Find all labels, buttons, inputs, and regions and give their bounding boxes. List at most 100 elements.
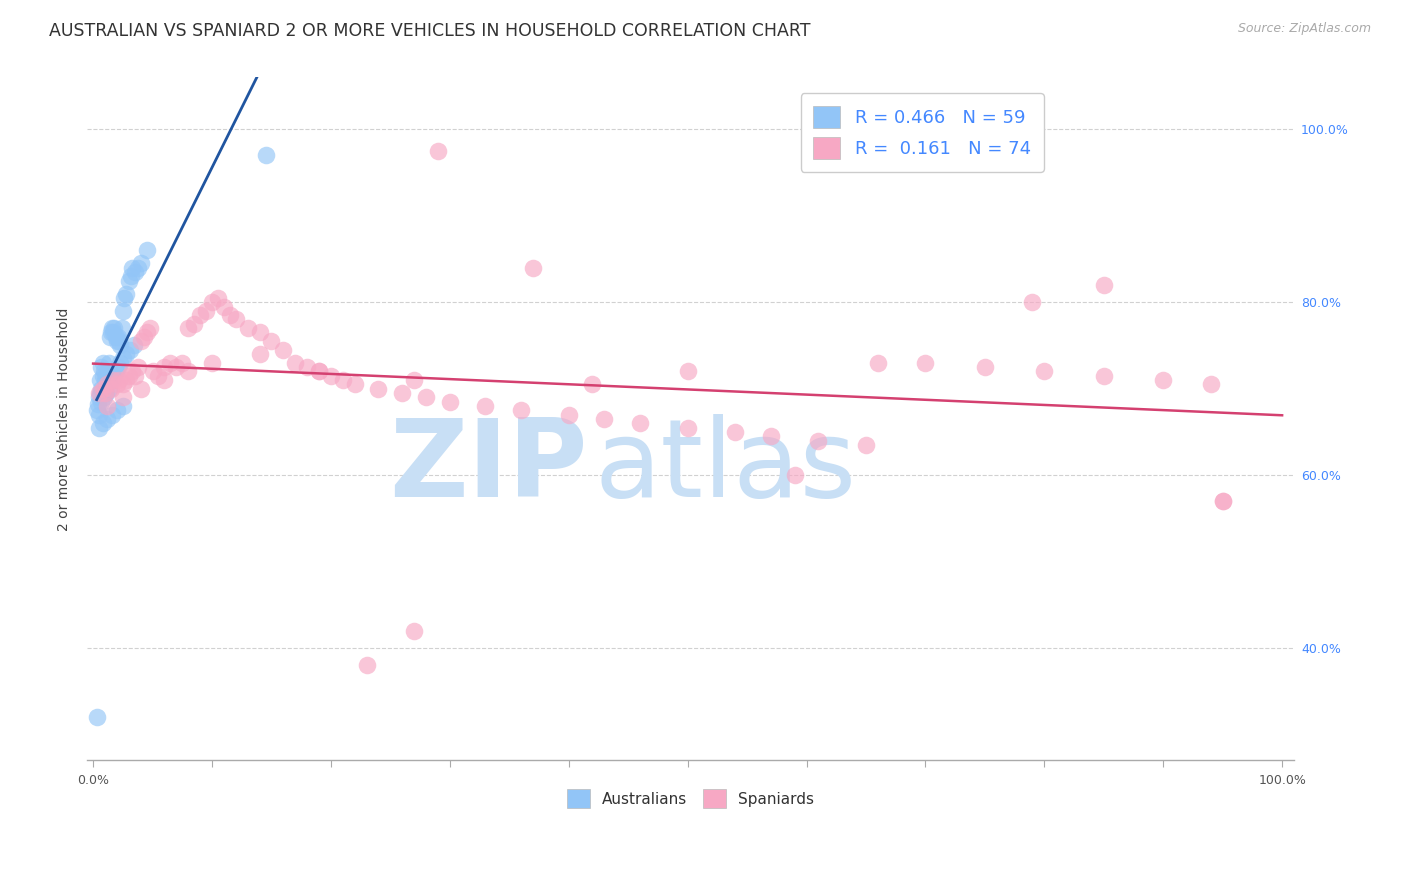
Point [97,382,120,396]
Point [273,343,295,357]
Point [103,321,125,335]
Point [105,403,128,417]
Point [111,321,134,335]
Point [110,338,132,352]
Point [308,364,330,378]
Point [97,356,120,370]
Point [195,303,218,318]
Point [1092,368,1115,383]
Point [101,408,124,422]
Point [115,347,138,361]
Point [139,321,162,335]
Point [212,300,235,314]
Point [295,359,318,374]
Point [98,330,121,344]
Point [111,390,134,404]
Point [96,412,118,426]
Point [105,334,128,348]
Point [249,326,271,340]
Point [319,368,342,383]
Point [1199,377,1222,392]
Point [87,420,110,434]
Text: ZIP: ZIP [389,414,588,520]
Point [121,364,143,378]
Point [260,334,283,348]
Point [96,386,118,401]
Point [855,438,877,452]
Point [89,386,111,401]
Point [1152,373,1174,387]
Point [165,359,187,374]
Point [127,260,149,275]
Point [236,321,259,335]
Point [86,710,108,724]
Point [104,330,127,344]
Point [89,373,111,387]
Point [96,399,118,413]
Point [510,403,533,417]
Y-axis label: 2 or more Vehicles in Household: 2 or more Vehicles in Household [58,307,72,531]
Point [120,269,142,284]
Point [87,386,110,401]
Point [124,368,146,383]
Point [148,368,170,383]
Point [93,386,115,401]
Point [474,399,496,413]
Point [134,330,156,344]
Point [201,295,224,310]
Point [108,373,131,387]
Point [91,382,114,396]
Point [254,148,277,162]
Point [100,373,122,387]
Point [103,373,125,387]
Point [581,377,603,392]
Point [183,317,205,331]
Point [96,377,118,392]
Point [101,321,124,335]
Point [100,326,122,340]
Point [135,326,157,340]
Point [593,412,616,426]
Point [107,330,129,344]
Point [90,382,112,396]
Text: AUSTRALIAN VS SPANIARD 2 OR MORE VEHICLES IN HOUSEHOLD CORRELATION CHART: AUSTRALIAN VS SPANIARD 2 OR MORE VEHICLE… [49,22,811,40]
Text: Source: ZipAtlas.com: Source: ZipAtlas.com [1237,22,1371,36]
Point [172,356,194,370]
Point [356,658,378,673]
Point [96,364,118,378]
Point [94,386,117,401]
Point [676,420,699,434]
Point [284,356,307,370]
Point [188,308,211,322]
Point [118,368,141,383]
Point [118,343,141,357]
Point [676,364,699,378]
Point [308,364,330,378]
Point [87,397,110,411]
Point [87,390,110,404]
Point [153,359,176,374]
Point [115,373,138,387]
Point [86,403,108,417]
Point [111,377,134,392]
Point [724,425,747,439]
Point [121,260,143,275]
Point [90,359,112,374]
Point [90,394,112,409]
Point [783,468,806,483]
Point [177,364,200,378]
Point [108,334,131,348]
Point [415,390,437,404]
Point [93,364,115,378]
Point [141,364,163,378]
Point [343,377,366,392]
Point [367,382,389,396]
Point [112,291,135,305]
Point [111,399,134,413]
Point [628,416,651,430]
Point [153,373,176,387]
Point [404,624,426,638]
Point [135,244,157,258]
Point [94,373,117,387]
Point [124,265,146,279]
